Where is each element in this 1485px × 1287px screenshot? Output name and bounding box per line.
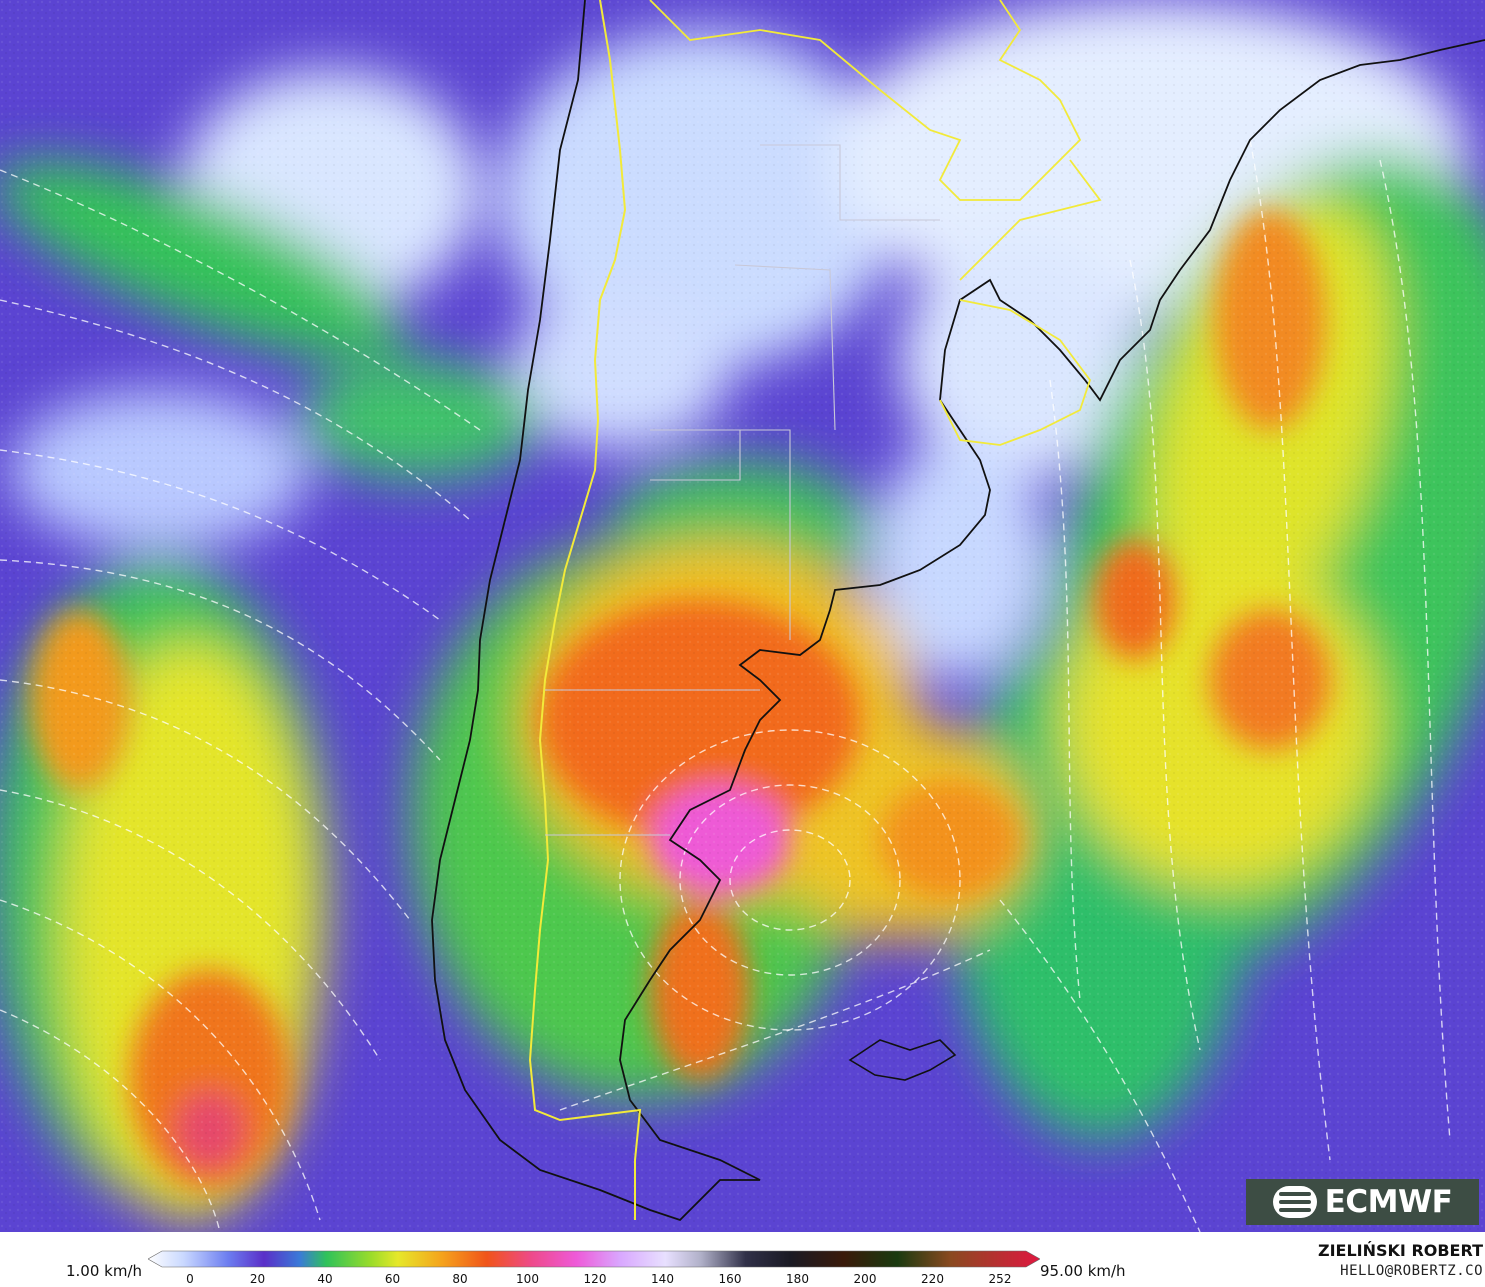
isobar-lines bbox=[0, 139, 1451, 1232]
wind-field bbox=[0, 0, 1485, 1232]
legend-tick-40: 40 bbox=[317, 1272, 333, 1286]
legend-bar: 1.00 km/h bbox=[0, 1232, 1485, 1287]
legend-tick-80: 80 bbox=[452, 1272, 468, 1286]
author-email: HELLO@ROBERTZ.CO bbox=[1340, 1263, 1483, 1279]
legend-tick-252: 252 bbox=[988, 1272, 1012, 1286]
logo-text: ECMWF bbox=[1324, 1184, 1453, 1220]
legend-tick-200: 200 bbox=[853, 1272, 877, 1286]
legend-min-label: 1.00 km/h bbox=[66, 1262, 143, 1280]
legend-tick-220: 220 bbox=[921, 1272, 944, 1286]
wind-map: ECMWF bbox=[0, 0, 1485, 1232]
legend-max-label: 95.00 km/h bbox=[1040, 1262, 1126, 1280]
legend-tick-0: 0 bbox=[186, 1272, 194, 1286]
author-credit: ZIELIŃSKI ROBERT bbox=[1317, 1241, 1483, 1260]
ecmwf-mark-icon bbox=[1272, 1186, 1317, 1218]
color-scale bbox=[148, 1250, 1040, 1268]
legend-tick-160: 160 bbox=[718, 1272, 742, 1286]
legend-tick-20: 20 bbox=[249, 1272, 266, 1286]
legend-tick-180: 180 bbox=[786, 1272, 809, 1286]
legend-tick-60: 60 bbox=[384, 1272, 401, 1286]
coastlines bbox=[431, 0, 1485, 1222]
legend-tick-140: 140 bbox=[651, 1272, 674, 1286]
legend-tick-100: 100 bbox=[516, 1272, 539, 1286]
legend-tick-120: 120 bbox=[583, 1272, 607, 1286]
ecmwf-logo: ECMWF bbox=[1246, 1179, 1479, 1225]
